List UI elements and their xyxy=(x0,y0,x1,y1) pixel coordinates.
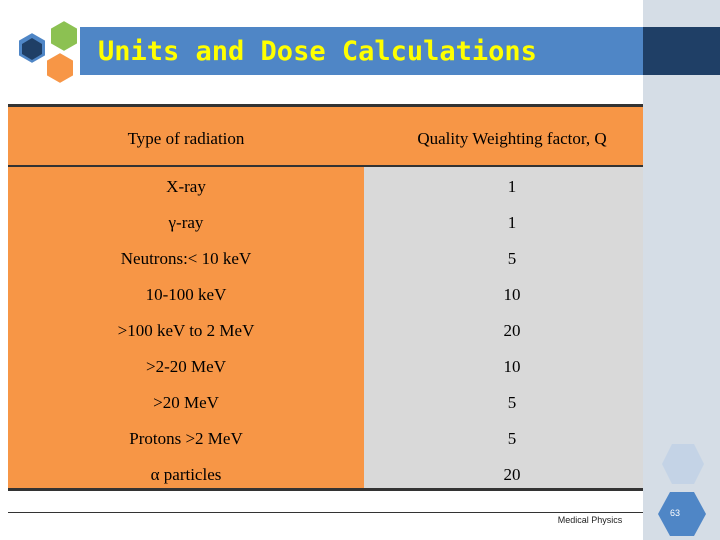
table-row-type: γ-ray xyxy=(168,213,204,232)
footer-divider xyxy=(8,512,643,513)
table-row-q: 20 xyxy=(503,321,521,340)
table-row-q: 1 xyxy=(507,213,517,232)
table-row-q: 5 xyxy=(507,249,517,268)
table-row-q: 10 xyxy=(503,285,521,304)
table-row-type: X-ray xyxy=(166,177,206,196)
table-row-q: 10 xyxy=(503,357,521,376)
title-bar xyxy=(80,27,643,75)
table-bottom-border xyxy=(8,488,643,491)
table-row-q: 20 xyxy=(503,465,521,484)
table-top-border xyxy=(8,104,643,107)
title-bar-accent xyxy=(643,27,720,75)
table-row-type: >100 keV to 2 MeV xyxy=(117,321,255,340)
table-row-type: >2-20 MeV xyxy=(146,357,226,376)
table-row-type: Neutrons:< 10 keV xyxy=(120,249,252,268)
page-number: 63 xyxy=(669,508,680,518)
footer-label: Medical Physics xyxy=(557,515,623,525)
table-left-column xyxy=(8,107,364,489)
header-quality: Quality Weighting factor, Q xyxy=(417,129,607,148)
hexagon-cluster-icon xyxy=(17,18,79,86)
table-header-right xyxy=(364,107,643,165)
table-row-type: 10-100 keV xyxy=(145,285,227,304)
slide-title: Units and Dose Calculations xyxy=(98,36,537,67)
table-right-column xyxy=(364,107,643,489)
table-row-q: 1 xyxy=(507,177,517,196)
table-row-q: 5 xyxy=(507,429,517,448)
table-row-type: α particles xyxy=(150,465,222,484)
table-row-q: 5 xyxy=(507,393,517,412)
table-row-type: >20 MeV xyxy=(153,393,219,412)
hexagon-decoration-icon xyxy=(658,444,706,536)
quality-factor-table: Type of radiation Quality Weighting fact… xyxy=(8,107,643,489)
table-row-type: Protons >2 MeV xyxy=(129,429,243,448)
table-header-border xyxy=(8,165,643,167)
header-type: Type of radiation xyxy=(127,129,245,148)
